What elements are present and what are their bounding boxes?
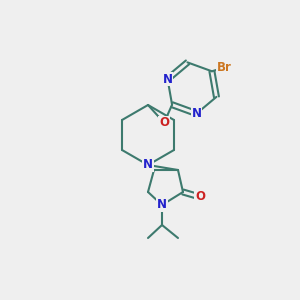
Text: N: N: [191, 107, 202, 120]
Text: O: O: [195, 190, 205, 203]
Text: N: N: [163, 73, 172, 85]
Text: Br: Br: [217, 61, 231, 74]
Text: N: N: [143, 158, 153, 172]
Text: O: O: [159, 116, 169, 129]
Text: N: N: [157, 199, 167, 212]
